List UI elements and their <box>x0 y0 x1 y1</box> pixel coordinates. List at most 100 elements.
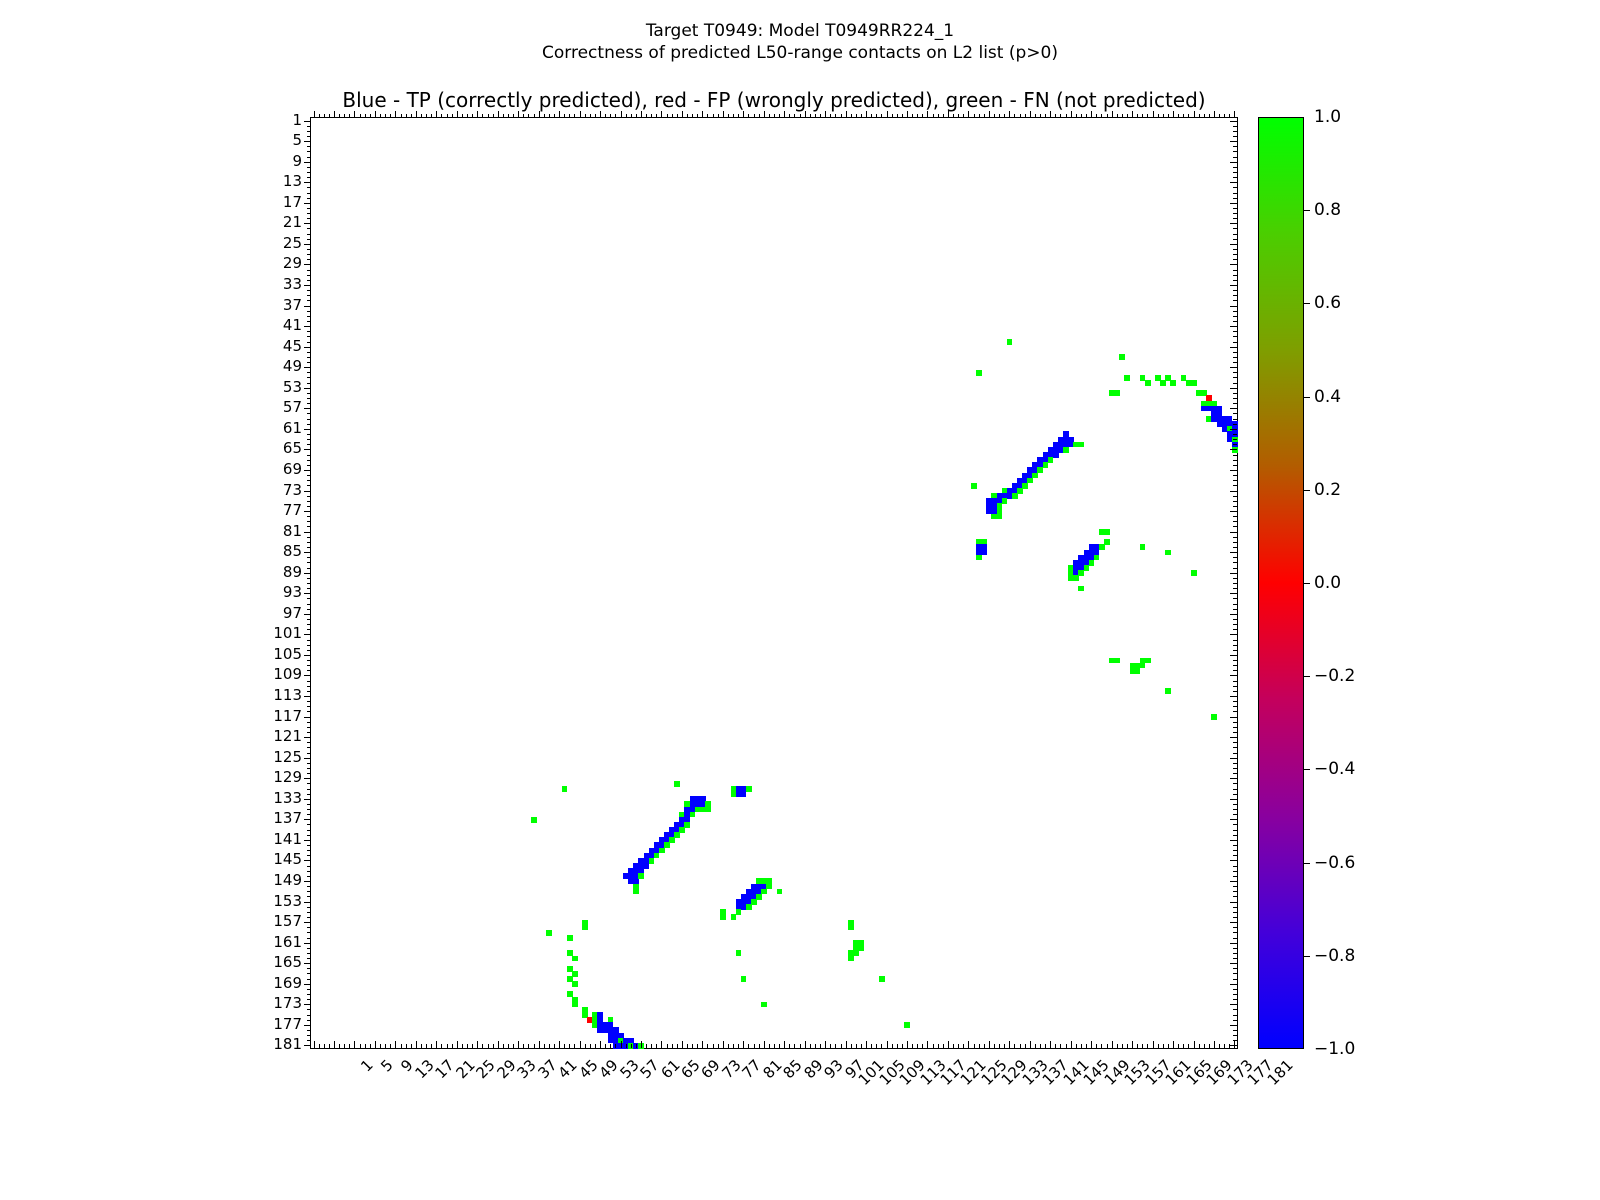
y-tick-right <box>1233 803 1237 805</box>
x-tick-top <box>369 114 371 118</box>
x-tick-bottom <box>717 1044 719 1048</box>
y-tick <box>307 1030 311 1032</box>
contact-cell-tp <box>1088 549 1095 556</box>
contact-cell-tp <box>745 893 752 900</box>
contact-cell-tp <box>658 842 665 849</box>
contact-cell-fn <box>571 955 578 962</box>
y-tick <box>307 171 311 173</box>
x-tick-top <box>855 114 857 118</box>
y-tick-right <box>1233 834 1237 836</box>
contact-cell-tp <box>986 503 993 510</box>
x-tick-bottom <box>461 1044 463 1048</box>
y-tick <box>307 151 311 153</box>
colorbar-tick <box>1304 862 1310 864</box>
y-tick-right <box>1230 860 1237 862</box>
x-tick-top <box>681 111 683 118</box>
colorbar-tick-label: −0.2 <box>1314 666 1356 687</box>
y-tick-right <box>1233 310 1237 312</box>
y-tick <box>307 618 311 620</box>
y-tick <box>307 875 311 877</box>
x-tick-bottom <box>871 1044 873 1048</box>
contact-cell-fn <box>1144 657 1151 664</box>
x-tick-top <box>830 114 832 118</box>
x-tick-bottom <box>487 1044 489 1048</box>
y-tick-right <box>1233 562 1237 564</box>
contact-cell-fn <box>761 1001 767 1008</box>
x-tick-bottom <box>983 1044 985 1048</box>
x-tick-bottom <box>1208 1044 1210 1048</box>
x-tick-top <box>876 114 878 118</box>
y-tick <box>307 773 311 775</box>
y-tick-right <box>1230 161 1237 163</box>
x-tick-top <box>932 114 934 118</box>
y-tick <box>307 803 311 805</box>
x-tick-bottom <box>753 1044 755 1048</box>
contact-cell-tp <box>991 498 998 504</box>
y-tick <box>307 932 311 934</box>
x-tick-bottom <box>1070 1041 1072 1048</box>
x-tick-bottom <box>1234 1041 1236 1048</box>
contact-cell-fn <box>1134 662 1141 669</box>
colorbar-tick-label: 0.8 <box>1314 200 1342 221</box>
x-tick-top <box>973 114 975 118</box>
y-tick <box>307 752 311 754</box>
x-tick-top <box>1162 114 1164 118</box>
x-tick-bottom <box>712 1044 714 1048</box>
y-tick <box>307 680 311 682</box>
contact-cell-tp <box>735 785 742 792</box>
contact-cell-fn <box>633 883 639 890</box>
y-tick <box>307 793 311 795</box>
y-tick <box>304 942 311 944</box>
contact-cell-tp <box>1027 467 1033 474</box>
y-tick-right <box>1233 475 1237 477</box>
contact-cell-fn <box>1068 570 1074 576</box>
x-tick-bottom <box>855 1044 857 1048</box>
x-tick-top <box>968 111 970 118</box>
contact-cell-fn <box>1144 380 1151 386</box>
x-tick-bottom <box>804 1041 806 1048</box>
colorbar-tick <box>1304 955 1310 957</box>
y-tick <box>307 213 311 215</box>
contact-cell-fn <box>1098 544 1105 551</box>
x-tick-top <box>1106 114 1108 118</box>
contact-cell-tp <box>653 847 660 854</box>
contact-cell-tp <box>638 868 645 874</box>
y-tick <box>307 439 311 441</box>
contact-cell-tp <box>1221 416 1228 422</box>
x-tick-bottom <box>733 1044 735 1048</box>
y-tick-right <box>1233 721 1237 723</box>
contact-cell-tp <box>1078 559 1085 566</box>
x-tick-bottom <box>692 1044 694 1048</box>
contact-cell-tp <box>1022 477 1028 484</box>
contact-cell-fn <box>735 950 742 957</box>
contact-cell-fn <box>991 513 998 520</box>
x-tick-top <box>610 114 612 118</box>
x-tick-bottom <box>615 1044 617 1048</box>
x-tick-bottom <box>431 1044 433 1048</box>
x-tick-top <box>559 111 561 118</box>
contact-cell-tp <box>996 493 1003 499</box>
y-tick-right <box>1233 670 1237 672</box>
y-tick-right <box>1233 845 1237 847</box>
y-tick-right <box>1233 742 1237 744</box>
contact-cell-tp <box>750 888 757 895</box>
y-tick-right <box>1233 577 1237 579</box>
figure-title-line-2: Correctness of predicted L50-range conta… <box>542 43 1058 63</box>
contact-cell-tp <box>1088 544 1095 551</box>
x-tick-bottom <box>1127 1044 1128 1048</box>
contact-cell-fn <box>582 1012 588 1018</box>
x-tick-bottom <box>374 1041 376 1048</box>
y-tick-right <box>1233 788 1237 790</box>
contact-cell-fn <box>1139 657 1146 664</box>
contact-cell-tp <box>1083 554 1090 561</box>
y-tick <box>304 531 311 533</box>
colorbar-tick-label: 0.0 <box>1314 573 1342 593</box>
x-tick-top <box>687 114 689 118</box>
x-tick-top <box>1055 114 1057 118</box>
contact-cell-tp <box>740 898 747 905</box>
x-tick-bottom <box>323 1044 325 1048</box>
x-tick-bottom <box>318 1044 320 1048</box>
y-tick-right <box>1230 942 1237 944</box>
y-tick-right <box>1233 177 1237 179</box>
y-tick <box>307 603 311 605</box>
